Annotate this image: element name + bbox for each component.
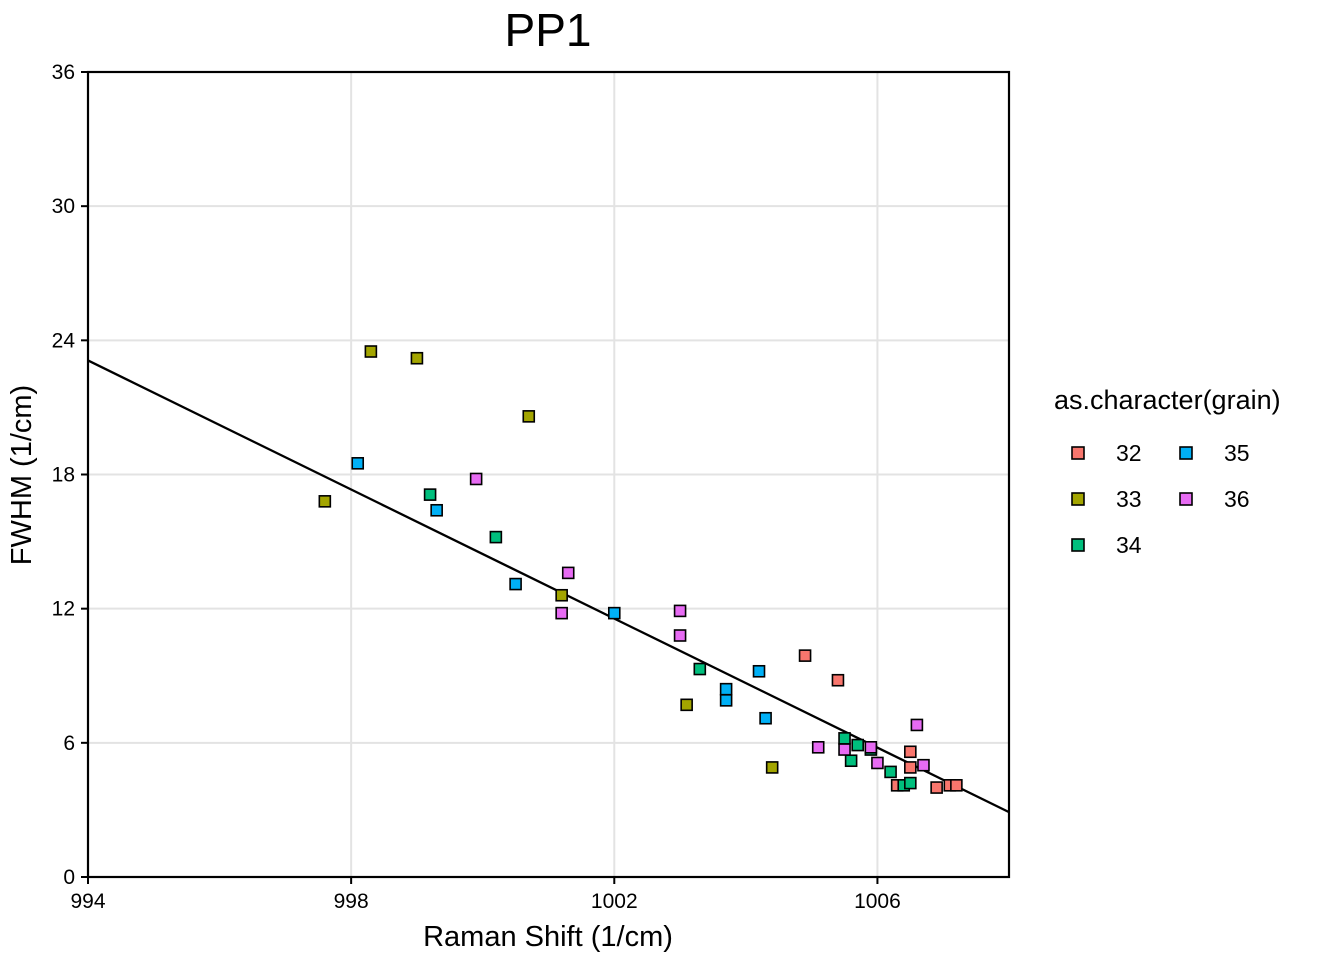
y-axis-ticks: 0 6 12 18 24 30 36 [52, 61, 88, 889]
x-tick-label: 998 [334, 890, 369, 913]
x-tick-label: 994 [70, 890, 105, 913]
legend-label: 33 [1116, 486, 1142, 512]
data-point [680, 698, 693, 712]
y-tick-label: 24 [52, 329, 76, 352]
y-tick-label: 36 [52, 61, 75, 84]
data-point [950, 779, 963, 792]
chart-title: PP1 [505, 4, 592, 56]
legend-item-36: 36 [1179, 486, 1250, 512]
x-tick-label: 1006 [854, 890, 901, 913]
legend-item-33: 33 [1071, 486, 1142, 512]
series-34 [423, 488, 917, 792]
legend-key [1179, 446, 1193, 460]
legend: as.character(grain) 32 33 34 35 36 [1054, 385, 1281, 558]
data-point [607, 606, 621, 620]
series-36 [469, 472, 930, 772]
y-axis-title: FWHM (1/cm) [6, 385, 38, 565]
x-tick-label: 1002 [591, 890, 638, 913]
legend-key [1071, 446, 1085, 460]
grid-lines [87, 71, 1009, 878]
legend-key [1179, 492, 1193, 506]
data-point [798, 649, 812, 662]
data-point [811, 741, 825, 754]
data-point [831, 673, 845, 687]
trend-line-group [87, 359, 1010, 814]
y-tick-label: 18 [52, 464, 75, 487]
data-point [851, 738, 864, 752]
data-point [318, 495, 332, 508]
legend-label: 36 [1224, 486, 1250, 512]
series-32 [798, 649, 963, 794]
data-point [693, 662, 707, 676]
y-tick-label: 30 [52, 195, 75, 218]
data-point [555, 606, 568, 620]
data-point [838, 743, 851, 756]
data-point [423, 488, 437, 501]
data-point [917, 758, 930, 772]
data-points [318, 345, 963, 794]
legend-title: as.character(grain) [1054, 385, 1281, 415]
data-point [904, 776, 917, 790]
legend-item-34: 34 [1071, 532, 1142, 558]
legend-item-32: 32 [1071, 440, 1142, 466]
data-point [765, 761, 779, 774]
trend-line [87, 359, 1010, 814]
legend-item-35: 35 [1179, 440, 1250, 466]
data-point [522, 410, 536, 423]
data-point [719, 682, 733, 696]
legend-label: 35 [1224, 440, 1250, 466]
data-point [884, 765, 897, 779]
data-point [752, 664, 766, 678]
data-point [410, 351, 424, 365]
legend-key [1071, 538, 1085, 552]
data-point [871, 756, 884, 770]
data-point [555, 588, 568, 602]
data-point [864, 741, 878, 754]
data-point [719, 694, 733, 707]
x-axis-title: Raman Shift (1/cm) [423, 921, 673, 953]
legend-items: 32 33 34 35 36 [1071, 440, 1250, 558]
data-point [904, 745, 917, 759]
data-point [469, 472, 483, 486]
data-point [910, 718, 924, 732]
data-point [673, 604, 687, 618]
series-35 [351, 457, 772, 725]
x-axis-ticks: 994 998 1002 1006 [70, 877, 901, 913]
data-point [759, 711, 772, 725]
data-point [509, 577, 522, 591]
legend-key [1071, 492, 1085, 506]
data-point [561, 566, 575, 580]
data-point [430, 503, 443, 517]
data-point [904, 761, 917, 774]
data-point [351, 457, 365, 470]
data-point [489, 530, 503, 544]
data-point [930, 781, 943, 794]
data-point [673, 629, 687, 642]
data-point [364, 345, 378, 358]
data-point [838, 732, 851, 745]
series-33 [318, 345, 779, 774]
y-tick-label: 12 [52, 598, 75, 621]
y-tick-label: 0 [63, 866, 75, 889]
data-point [844, 754, 858, 768]
legend-label: 34 [1116, 532, 1142, 558]
y-tick-label: 6 [63, 732, 75, 755]
legend-label: 32 [1116, 440, 1142, 466]
